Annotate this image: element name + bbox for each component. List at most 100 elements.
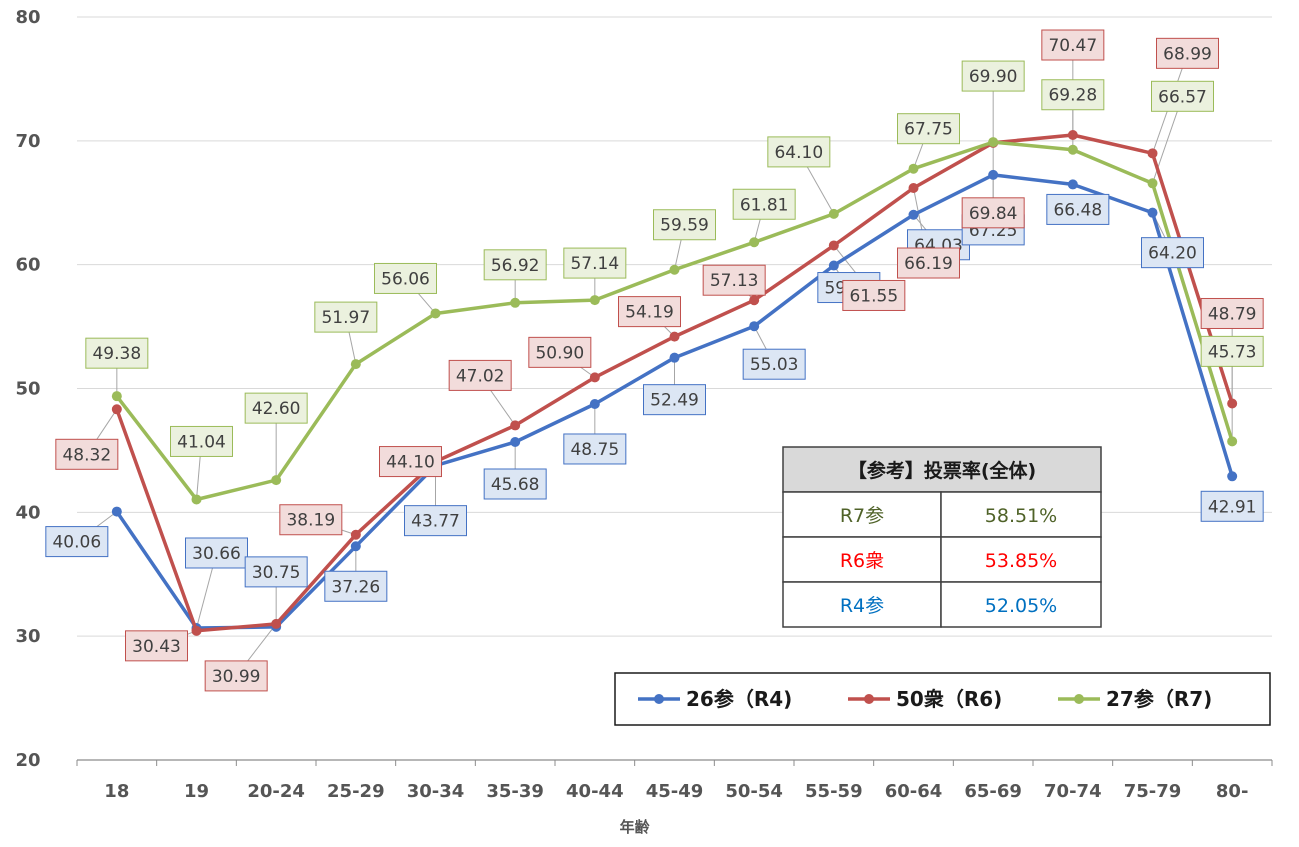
data-label-text: 50.90 <box>535 343 584 363</box>
data-label-text: 48.75 <box>570 440 619 460</box>
data-label-box <box>702 264 766 296</box>
data-label-text: 44.10 <box>386 453 435 473</box>
data-label-box <box>1046 193 1110 225</box>
data-point <box>1227 436 1238 447</box>
data-label-text: 47.02 <box>456 366 505 386</box>
data-label-text: 42.60 <box>252 399 301 419</box>
data-point <box>1227 471 1238 482</box>
data-label: 56.06 <box>374 262 437 294</box>
data-label-text: 67.75 <box>904 120 953 140</box>
x-axis-ticks: 18 19 20-24 25-29 30-34 35-39 40-44 45-49 50-54 5… <box>76 760 1273 802</box>
data-point <box>1227 398 1238 409</box>
data-point <box>430 308 441 319</box>
x-tick-label: 55-59 <box>805 781 863 802</box>
data-label-box <box>170 425 233 457</box>
data-label: 66.57 <box>1151 80 1214 112</box>
legend-entry: 26参（R4) <box>686 687 792 711</box>
data-point <box>350 529 361 540</box>
data-label: 37.26 <box>324 570 388 602</box>
data-label-text: 41.04 <box>177 432 226 452</box>
x-tick-label: 19 <box>184 781 209 802</box>
data-label-box <box>1141 237 1204 269</box>
reference-row-value: 58.51% <box>985 505 1057 527</box>
x-tick-label: 60-64 <box>885 781 943 802</box>
data-label: 69.84 <box>961 197 1025 229</box>
data-label-text: 38.19 <box>286 511 335 531</box>
data-point <box>1067 179 1078 190</box>
data-label: 68.99 <box>1156 37 1219 69</box>
y-tick-label: 40 <box>15 502 40 523</box>
data-point <box>271 475 282 486</box>
legend-box <box>614 672 1271 726</box>
data-labels: 40.06 30.66 30.75 37.26 43.77 45.68 48.75 52.49… <box>45 29 1264 692</box>
data-point <box>510 436 521 447</box>
data-point <box>111 506 122 517</box>
data-label-box <box>563 433 627 465</box>
data-label: 38.19 <box>279 504 343 536</box>
data-label: 48.75 <box>563 433 627 465</box>
data-label-box <box>55 438 119 470</box>
series-lines <box>111 130 1238 636</box>
reference-table-cell <box>940 491 1102 538</box>
data-label: 30.99 <box>204 660 268 692</box>
data-label: 59.59 <box>653 209 716 241</box>
legend-swatch-marker <box>1074 694 1084 704</box>
data-label-box <box>1041 79 1105 111</box>
data-label: 69.90 <box>961 60 1025 92</box>
data-label: 55.03 <box>742 348 806 380</box>
data-label-box <box>85 337 149 369</box>
data-label-text: 54.19 <box>625 303 674 323</box>
data-label-box <box>653 209 716 241</box>
data-point <box>749 237 760 248</box>
x-tick-label: 40-44 <box>566 781 624 802</box>
data-label-box <box>528 336 592 368</box>
data-label: 61.81 <box>732 188 796 220</box>
data-point <box>271 618 282 629</box>
legend-entry: 27参（R7) <box>1106 687 1212 711</box>
data-label-text: 30.66 <box>192 544 241 564</box>
data-point <box>749 295 760 306</box>
data-point <box>908 209 919 220</box>
legend-entry: 50衆（R6) <box>896 687 1002 711</box>
data-label-text: 52.49 <box>650 391 699 411</box>
data-label-box <box>279 504 343 536</box>
data-label-box <box>643 384 706 416</box>
x-tick-label: 20-24 <box>247 781 305 802</box>
data-point <box>589 372 600 383</box>
reference-row-label: R6衆 <box>840 550 884 572</box>
y-tick-label: 70 <box>15 131 40 152</box>
x-tick-label: 50-54 <box>725 781 783 802</box>
data-label: 30.43 <box>125 630 188 662</box>
data-point <box>988 169 999 180</box>
data-label-text: 57.14 <box>570 254 619 274</box>
data-label-text: 69.90 <box>969 67 1018 87</box>
data-label: 52.49 <box>643 384 706 416</box>
data-label: 61.55 <box>842 279 906 311</box>
data-point <box>1067 130 1078 141</box>
data-label-box <box>483 468 547 500</box>
data-label-box <box>483 249 547 281</box>
data-label: 64.20 <box>1141 237 1204 269</box>
y-tick-label: 50 <box>15 379 40 400</box>
legend-swatch-marker <box>654 694 664 704</box>
data-label-text: 69.84 <box>969 204 1018 224</box>
data-point <box>111 391 122 402</box>
data-label: 45.73 <box>1200 335 1264 367</box>
reference-table: 【参考】投票率(全体) R7参 58.51% R6衆 53.85% R4参 52.05% <box>782 446 1102 628</box>
data-label-box <box>185 537 248 569</box>
data-label: 44.10 <box>379 446 442 478</box>
data-point <box>1147 178 1158 189</box>
data-label-text: 56.92 <box>491 256 540 276</box>
data-point <box>749 321 760 332</box>
data-label-text: 30.43 <box>132 637 181 657</box>
data-label-box <box>842 279 906 311</box>
data-label-box <box>618 296 681 328</box>
data-label: 64.10 <box>767 136 831 168</box>
data-label-text: 61.81 <box>740 195 789 215</box>
data-point <box>1147 207 1158 218</box>
data-label: 30.75 <box>244 556 308 588</box>
y-tick-label: 60 <box>15 255 40 276</box>
data-point <box>669 331 680 342</box>
reference-table-title: 【参考】投票率(全体) <box>848 459 1036 482</box>
data-label-box <box>961 197 1025 229</box>
